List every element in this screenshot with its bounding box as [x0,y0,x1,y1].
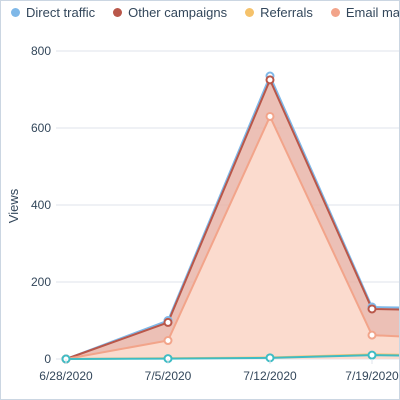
y-axis-ticks: 0 200 400 600 800 [31,44,51,366]
y-tick-label: 200 [31,275,51,289]
x-tick-label: 7/12/2020 [243,369,297,383]
point-baseline[interactable] [367,350,377,360]
legend-label: Referrals [260,5,313,20]
point-other-campaigns[interactable] [265,75,275,85]
legend-item-other-campaigns[interactable]: Other campaigns [113,5,227,20]
y-axis-label: Views [6,188,21,223]
x-tick-label: 6/28/2020 [39,369,93,383]
legend-label: Email mar [345,5,400,20]
area-fills [66,79,399,359]
point-email-marketing[interactable] [265,111,275,121]
series-points [61,71,377,364]
point-email-marketing[interactable] [367,330,377,340]
x-axis-ticks: 6/28/20207/5/20207/12/20207/19/20207/26/… [39,359,399,383]
area-email-marketing [66,116,399,359]
x-tick-label: 7/19/2020 [345,369,399,383]
y-tick-label: 800 [31,44,51,58]
legend-swatch-email-marketing [330,8,340,17]
point-other-campaigns[interactable] [367,304,377,314]
point-other-campaigns[interactable] [163,317,173,327]
legend-item-referrals[interactable]: Referrals [245,5,313,20]
legend-item-direct-traffic[interactable]: Direct traffic [11,5,95,20]
legend-swatch-other-campaigns [113,8,123,17]
y-tick-label: 400 [31,198,51,212]
y-tick-label: 0 [44,352,51,366]
legend-item-email-marketing[interactable]: Email mar [330,5,400,20]
x-tick-label: 7/5/2020 [145,369,192,383]
point-email-marketing[interactable] [163,336,173,346]
legend-label: Direct traffic [26,5,96,20]
legend: Direct traffic Other campaigns Referrals… [11,5,400,20]
legend-swatch-direct-traffic [11,8,20,17]
legend-swatch-referrals [245,8,255,17]
legend-label: Other campaigns [128,5,228,20]
y-tick-label: 600 [31,121,51,135]
